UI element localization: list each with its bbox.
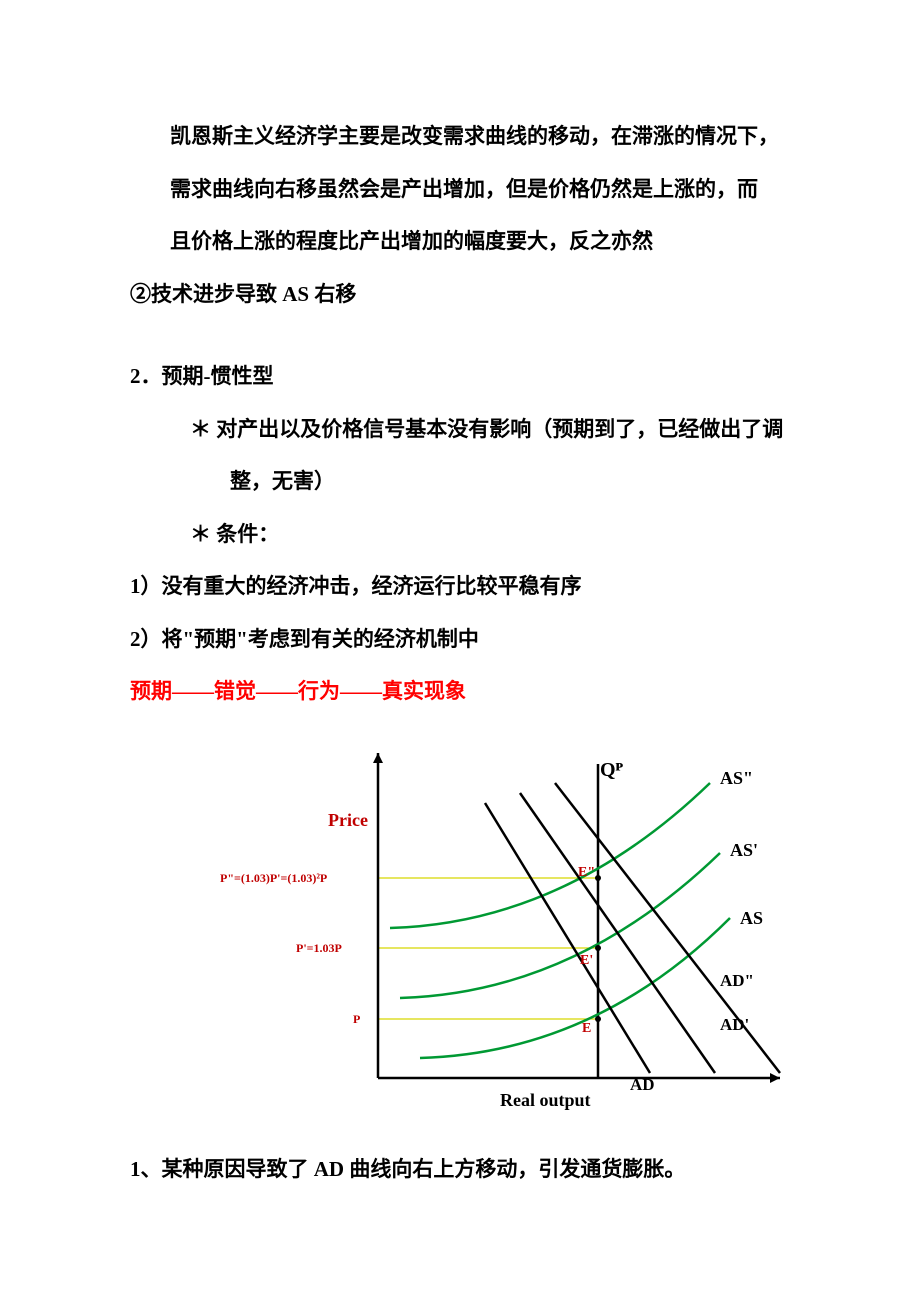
bullet-item: ＊ 对产出以及价格信号基本没有影响（预期到了，已经做出了调 <box>130 403 790 456</box>
spacer <box>130 320 790 350</box>
svg-text:AD': AD' <box>720 1015 749 1034</box>
heading-2: ②技术进步导致 AS 右移 <box>130 268 790 321</box>
svg-text:E: E <box>582 1021 591 1036</box>
chain-dash: —— <box>172 679 214 703</box>
paragraph: 需求曲线向右移虽然会是产出增加，但是价格仍然是上涨的，而 <box>130 163 790 216</box>
svg-text:AD: AD <box>630 1075 655 1094</box>
condition-item: 1）没有重大的经济冲击，经济运行比较平稳有序 <box>130 560 790 613</box>
svg-text:AD": AD" <box>720 971 754 990</box>
footer-paragraph: 1、某种原因导致了 AD 曲线向右上方移动，引发通货膨胀。 <box>130 1143 790 1196</box>
document-page: 凯恩斯主义经济学主要是改变需求曲线的移动，在滞涨的情况下， 需求曲线向右移虽然会… <box>0 0 920 1302</box>
svg-text:AS: AS <box>740 908 763 928</box>
chain-word: 错觉 <box>214 679 256 703</box>
chain-word: 真实现象 <box>382 679 466 703</box>
svg-text:Qᴾ: Qᴾ <box>600 759 624 781</box>
svg-text:Price: Price <box>328 810 368 830</box>
bullet-text: （预期到了，已经做出了调 <box>531 417 783 441</box>
svg-text:P"=(1.03)P'=(1.03)²P: P"=(1.03)P'=(1.03)²P <box>220 871 327 885</box>
chain-word: 行为 <box>298 679 340 703</box>
svg-text:E': E' <box>580 953 593 968</box>
bullet-text: ＊ 对产出以及价格信号基本没有影响 <box>190 417 531 441</box>
svg-text:AS": AS" <box>720 768 753 788</box>
chain-dash: —— <box>256 679 298 703</box>
svg-text:Real output: Real output <box>500 1090 591 1110</box>
chain-word: 预期 <box>130 679 172 703</box>
svg-text:AS': AS' <box>730 840 758 860</box>
paragraph: 凯恩斯主义经济学主要是改变需求曲线的移动，在滞涨的情况下， <box>130 110 790 163</box>
chain-text: 预期——错觉——行为——真实现象 <box>130 665 790 718</box>
as-ad-chart: AS AS' AS" AD AD' AD" Qᴾ E E' E" P P'=1.03P P"=(1.03… <box>220 728 810 1128</box>
svg-text:P: P <box>353 1012 360 1026</box>
condition-item: 2）将"预期"考虑到有关的经济机制中 <box>130 613 790 666</box>
paragraph: 且价格上涨的程度比产出增加的幅度要大，反之亦然 <box>130 215 790 268</box>
bullet-continuation: 整，无害） <box>130 455 790 508</box>
chain-dash: —— <box>340 679 382 703</box>
bullet-item: ＊ 条件： <box>130 508 790 561</box>
heading-section: 2．预期-惯性型 <box>130 350 790 403</box>
svg-text:P'=1.03P: P'=1.03P <box>296 941 342 955</box>
chart-svg: AS AS' AS" AD AD' AD" Qᴾ E E' E" P P'=1.03P P"=(1.03… <box>220 728 810 1128</box>
svg-text:E": E" <box>578 865 595 880</box>
